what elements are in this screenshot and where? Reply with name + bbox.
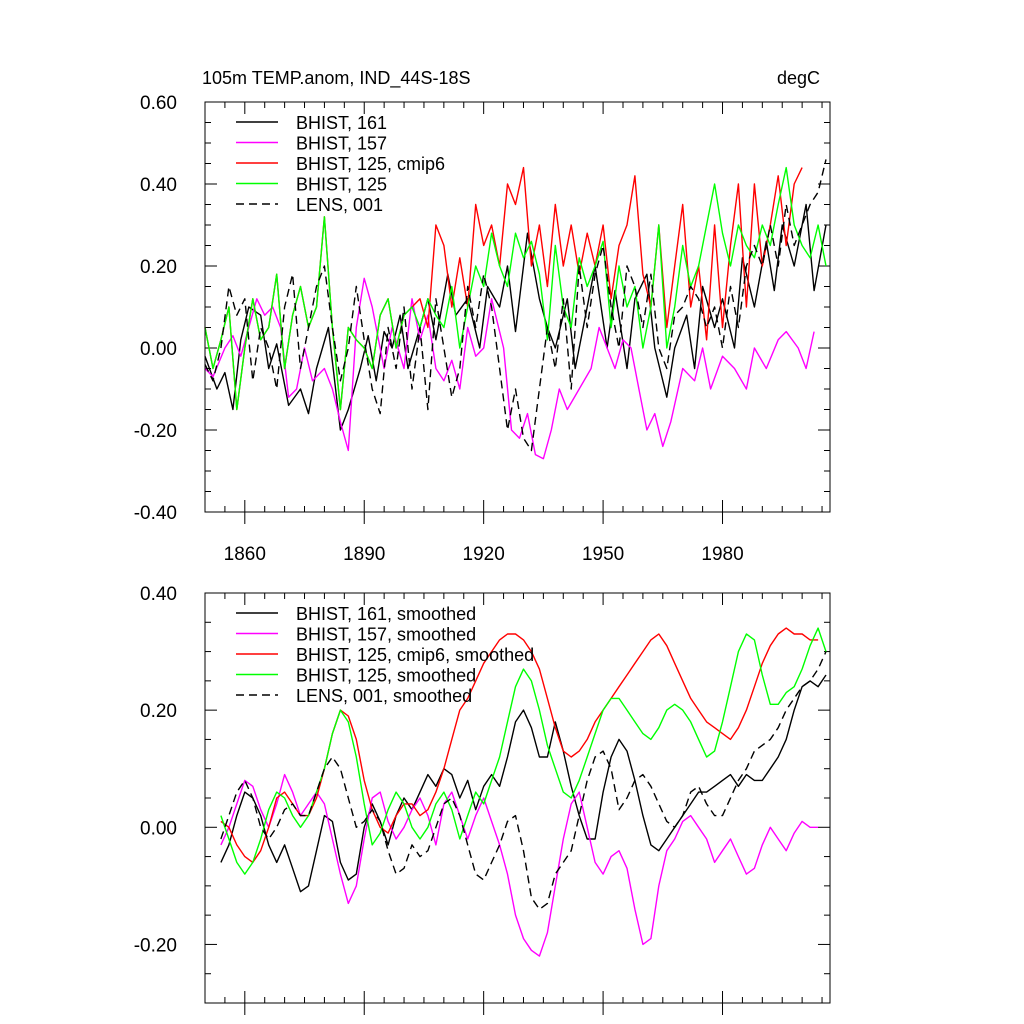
top-panel-title: 105m TEMP.anom, IND_44S-18S <box>202 68 470 89</box>
bottom-panel: -0.200.000.200.40 BHIST, 161, smoothedBH… <box>134 584 831 1015</box>
legend-label: LENS, 001, smoothed <box>296 686 472 706</box>
series-line-lens-001 <box>204 159 827 452</box>
legend-label: BHIST, 161 <box>296 113 387 133</box>
y-tick-label: -0.20 <box>134 421 177 442</box>
y-tick-label: 0.00 <box>140 339 177 360</box>
series-line-bhist-157-smoothed <box>220 773 819 957</box>
top-panel-series <box>204 159 827 460</box>
y-tick-label: 0.40 <box>140 584 177 605</box>
y-tick-label: -0.20 <box>134 935 177 956</box>
legend-label: BHIST, 125 <box>296 175 387 195</box>
bottom-panel-series <box>220 627 827 957</box>
x-tick-label: 1980 <box>701 544 743 565</box>
x-tick-label: 1920 <box>463 544 505 565</box>
series-line-lens-001-smoothed <box>220 651 827 910</box>
series-line-bhist-161 <box>204 203 827 431</box>
y-tick-label: 0.60 <box>140 93 177 114</box>
legend-label: BHIST, 161, smoothed <box>296 604 476 624</box>
top-panel-y-tick-labels: -0.40 -0.20 0.00 0.20 0.40 0.60 <box>134 93 177 524</box>
y-tick-label: 0.40 <box>140 175 177 196</box>
y-tick-label: -0.40 <box>134 503 177 524</box>
series-line-bhist-125-cmip6-smoothed <box>220 627 819 864</box>
legend-label: LENS, 001 <box>296 195 383 215</box>
bottom-panel-y-tick-labels: -0.20 0.00 0.20 0.40 <box>134 584 177 956</box>
x-tick-label: 1950 <box>582 544 624 565</box>
series-line-bhist-157 <box>204 277 815 460</box>
y-tick-label: 0.20 <box>140 701 177 722</box>
series-line-bhist-161-smoothed <box>220 674 827 893</box>
legend-label: BHIST, 125, smoothed <box>296 666 476 686</box>
bottom-panel-ticks <box>204 592 830 1015</box>
y-tick-label: 0.00 <box>140 818 177 839</box>
x-tick-label: 1860 <box>224 544 266 565</box>
top-panel-x-tick-labels: 1860 1890 1920 1950 1980 <box>224 544 744 565</box>
top-panel: 105m TEMP.anom, IND_44S-18S degC -0.40-0… <box>134 68 831 565</box>
top-panel-frame <box>204 101 831 513</box>
legend-label: BHIST, 157, smoothed <box>296 625 476 645</box>
legend-label: BHIST, 157 <box>296 134 387 154</box>
y-tick-label: 0.20 <box>140 257 177 278</box>
legend-label: BHIST, 125, cmip6 <box>296 154 445 174</box>
bottom-panel-frame <box>204 592 831 1004</box>
x-tick-label: 1890 <box>343 544 385 565</box>
top-panel-units: degC <box>777 68 820 88</box>
legend-label: BHIST, 125, cmip6, smoothed <box>296 645 534 665</box>
